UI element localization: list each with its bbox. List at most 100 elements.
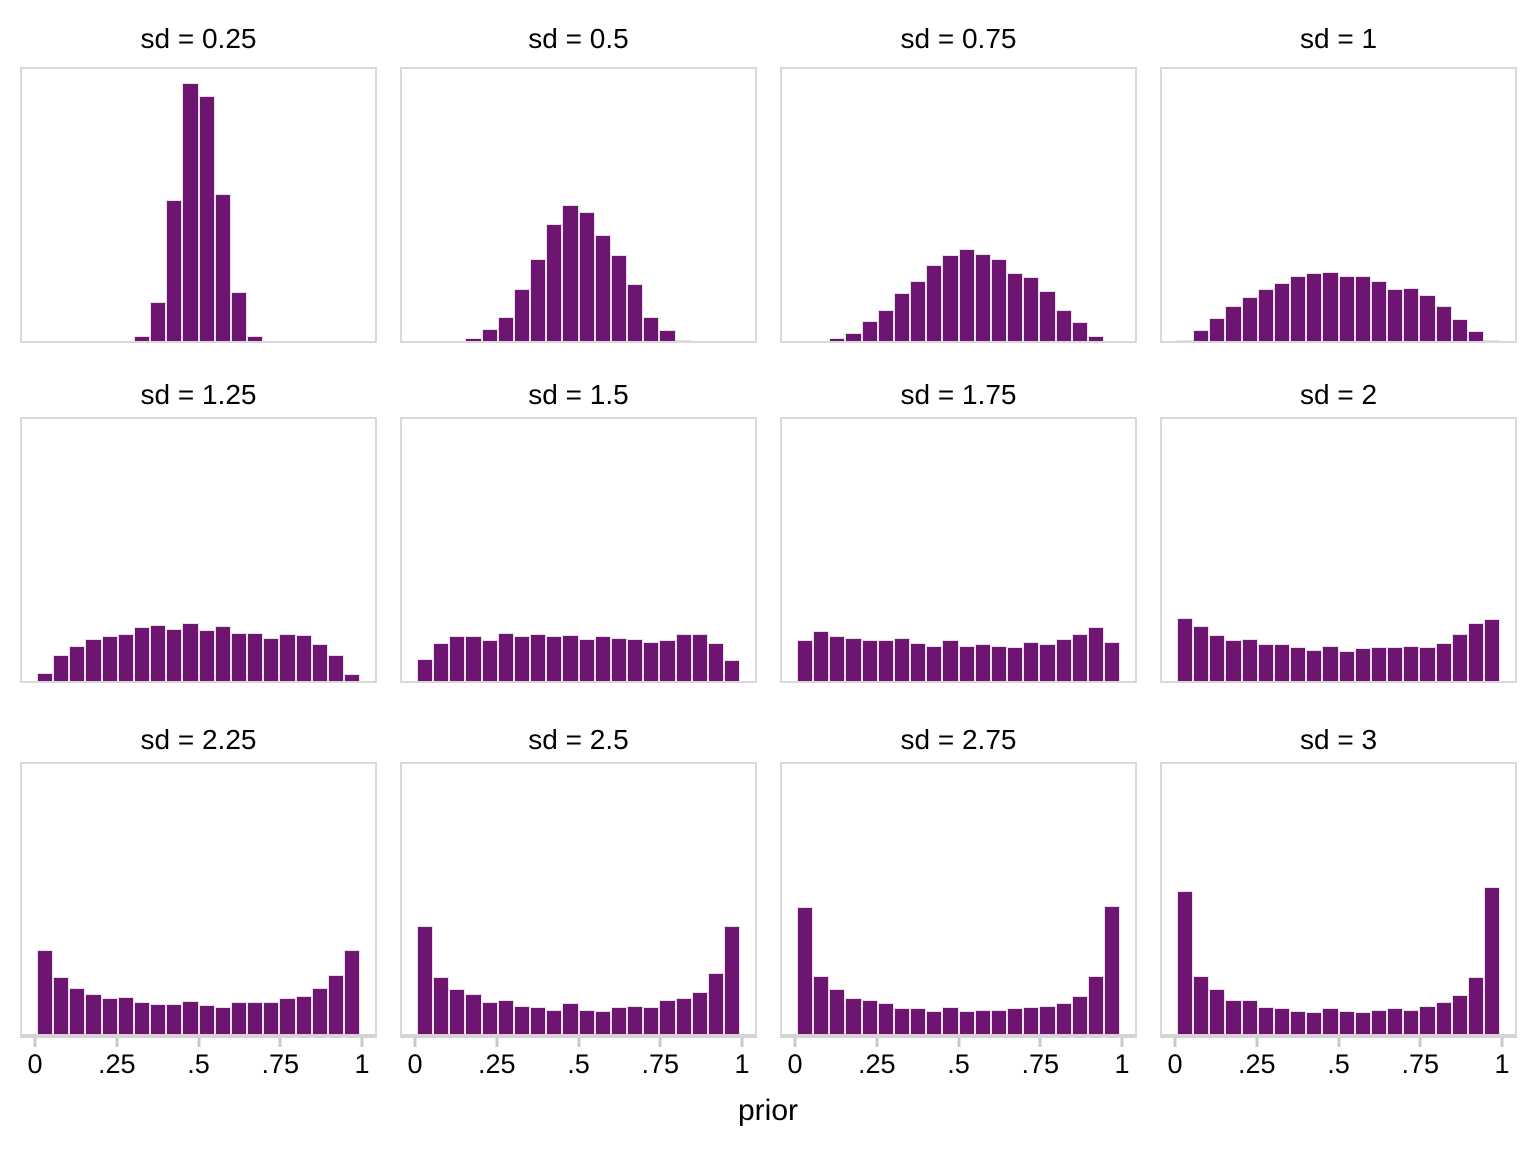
x-axis-tick: [1418, 1038, 1422, 1047]
histogram-bar: [166, 1004, 183, 1034]
x-tick-label: .75: [1401, 1049, 1440, 1079]
histogram-bar: [1290, 1011, 1307, 1034]
histogram-bar: [53, 654, 70, 681]
x-tick-label: 0: [1167, 1049, 1183, 1079]
facet-title: sd = 1: [1299, 23, 1378, 54]
histogram-bar: [150, 301, 167, 341]
histogram-bar: [877, 640, 894, 681]
histogram-bar: [1354, 648, 1371, 681]
histogram-bar: [1209, 317, 1226, 341]
histogram-bar: [497, 632, 514, 681]
x-axis-tick: [577, 1038, 580, 1047]
histogram-bar: [1322, 271, 1339, 341]
histogram-bar: [893, 637, 911, 681]
histogram-bar: [182, 623, 199, 681]
histogram-panel: [1160, 417, 1517, 683]
histogram-bar: [578, 1009, 595, 1034]
histogram-bar: [417, 926, 434, 1034]
histogram-bar: [230, 292, 248, 341]
histogram-bar: [1177, 890, 1194, 1034]
facet-sd-0.5: sd = 0.5: [400, 0, 757, 343]
histogram-bar: [1387, 1008, 1404, 1034]
facet-sd-2: sd = 2: [1160, 343, 1517, 683]
histogram-bar: [465, 993, 482, 1034]
histogram-bar: [990, 645, 1008, 681]
facet-sd-1: sd = 1: [1160, 0, 1517, 343]
histogram-bar: [659, 1000, 676, 1034]
x-axis-tick: [495, 1038, 499, 1047]
histogram-bar: [481, 328, 498, 341]
histogram-bar: [1071, 633, 1088, 681]
x-axis-tick: [957, 1038, 960, 1047]
histogram-bar: [910, 1008, 927, 1034]
histogram-bar: [343, 674, 361, 681]
histogram-bar: [707, 643, 724, 681]
histogram-bar: [513, 1005, 531, 1034]
histogram-bar: [1103, 905, 1121, 1034]
plot-area: [417, 764, 741, 1034]
histogram-bar: [1055, 1002, 1072, 1034]
histogram-bar: [643, 641, 660, 681]
plot-area: [1177, 69, 1501, 341]
histogram-bar: [861, 640, 878, 681]
histogram-bar: [723, 660, 741, 681]
histogram-bar: [1241, 639, 1258, 681]
histogram-bar: [1087, 975, 1104, 1034]
histogram-bar: [813, 631, 830, 681]
histogram-bar: [958, 645, 975, 681]
plot-area: [1177, 764, 1501, 1034]
histogram-bar: [546, 1009, 563, 1034]
histogram-bar: [707, 973, 724, 1034]
histogram-bar: [942, 640, 959, 681]
histogram-bar: [117, 633, 134, 681]
histogram-bar: [1387, 646, 1404, 681]
histogram-bar: [449, 989, 466, 1034]
facet-title: sd = 2: [1299, 379, 1378, 410]
histogram-panel: [20, 762, 377, 1038]
histogram-bar: [1435, 643, 1452, 681]
histogram-bar: [1007, 273, 1024, 341]
x-tick-label: .75: [641, 1049, 680, 1079]
histogram-bar: [1435, 305, 1452, 341]
histogram-panel: [400, 762, 757, 1038]
histogram-bar: [1007, 646, 1024, 681]
histogram-bar: [1483, 340, 1501, 341]
histogram-bar: [829, 989, 846, 1034]
histogram-panel: [780, 417, 1137, 683]
histogram-bar: [861, 320, 878, 341]
facet-title: sd = 2.25: [140, 724, 257, 755]
histogram-bar: [926, 264, 943, 341]
facet-title: sd = 1.75: [900, 379, 1017, 410]
histogram-bar: [150, 624, 167, 681]
histogram-bar: [530, 633, 547, 681]
plot-area: [37, 764, 361, 1034]
histogram-bar: [877, 309, 894, 341]
facet-title: sd = 2.5: [528, 724, 629, 755]
histogram-bar: [481, 640, 498, 681]
histogram-bar: [942, 1007, 959, 1034]
histogram-bar: [37, 950, 54, 1034]
histogram-bar: [829, 636, 846, 681]
histogram-bar: [214, 194, 231, 341]
histogram-bar: [643, 316, 660, 341]
histogram-bar: [481, 1001, 498, 1034]
histogram-bar: [263, 1002, 280, 1034]
histogram-bar: [497, 316, 514, 341]
histogram-bar: [1023, 641, 1040, 681]
histogram-bar: [1354, 1012, 1371, 1034]
histogram-bar: [279, 633, 296, 681]
histogram-bar: [133, 1001, 151, 1034]
histogram-bar: [1322, 645, 1339, 681]
histogram-bar: [166, 199, 183, 341]
histogram-bar: [1055, 309, 1072, 341]
histogram-bar: [247, 1002, 264, 1034]
histogram-bar: [659, 640, 676, 681]
histogram-bar: [1419, 646, 1436, 681]
histogram-bar: [845, 997, 862, 1034]
x-tick-label: 1: [354, 1049, 370, 1079]
x-axis-tick: [1255, 1038, 1259, 1047]
histogram-bar: [1370, 1009, 1388, 1034]
histogram-bar: [182, 1000, 199, 1034]
x-tick-label: .5: [567, 1049, 590, 1079]
x-axis: 0 .25 .5 .75 1: [20, 1038, 377, 1090]
